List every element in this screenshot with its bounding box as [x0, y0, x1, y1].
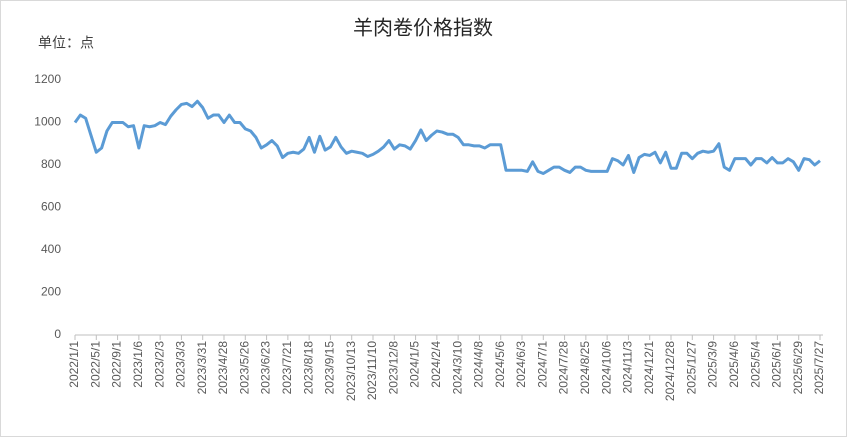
x-tick-label: 2023/1/6 [131, 341, 145, 388]
x-tick-label: 2023/10/13 [344, 341, 358, 401]
x-tick-label: 2023/3/31 [195, 341, 209, 395]
x-tick-label: 2023/9/15 [323, 341, 337, 395]
x-tick-label: 2022/1/1 [67, 341, 81, 388]
line-series [73, 99, 821, 175]
y-tick-label: 0 [54, 327, 61, 341]
y-tick-label: 1200 [34, 72, 61, 86]
x-tick-label: 2025/7/27 [812, 341, 826, 395]
x-tick-label: 2023/8/18 [301, 341, 315, 395]
x-tick-label: 2024/11/3 [621, 341, 635, 394]
x-tick-label: 2024/3/10 [450, 341, 464, 395]
x-tick-label: 2024/1/5 [408, 341, 422, 388]
x-tick-label: 2024/2/4 [429, 341, 443, 388]
x-tick-label: 2024/7/1 [535, 341, 549, 388]
x-tick-label: 2024/12/28 [663, 341, 677, 401]
x-tick-label: 2025/5/4 [748, 341, 762, 388]
y-tick-label: 600 [41, 200, 61, 214]
x-tick-label: 2025/1/27 [684, 341, 698, 395]
x-tick-label: 2025/6/29 [791, 341, 805, 395]
x-tick-label: 2025/3/9 [706, 341, 720, 388]
x-tick-label: 2024/8/25 [578, 341, 592, 395]
x-tick-label: 2023/6/23 [259, 341, 273, 395]
y-tick-label: 200 [41, 285, 61, 299]
x-tick-label: 2023/3/3 [174, 341, 188, 388]
x-tick-label: 2023/2/3 [152, 341, 166, 388]
x-tick-label: 2025/6/1 [770, 341, 784, 388]
y-tick-label: 400 [41, 242, 61, 256]
x-tick-label: 2024/10/6 [599, 341, 613, 395]
x-tick-label: 2022/5/1 [88, 341, 102, 388]
x-tick-label: 2024/4/8 [472, 341, 486, 388]
x-tick-label: 2023/4/28 [216, 341, 230, 395]
x-tick-label: 2024/12/1 [642, 341, 656, 395]
y-tick-label: 800 [41, 157, 61, 171]
x-tick-label: 2023/11/10 [365, 341, 379, 400]
x-tick-label: 2024/6/3 [514, 341, 528, 388]
y-unit-label: 单位：点 [38, 35, 94, 51]
x-tick-label: 2023/7/21 [280, 341, 294, 395]
y-tick-label: 1000 [34, 115, 61, 129]
x-tick-label: 2024/7/28 [557, 341, 571, 395]
chart-title: 羊肉卷价格指数 [353, 17, 493, 40]
x-tick-label: 2022/9/1 [110, 341, 124, 388]
x-tick-label: 2023/12/8 [386, 341, 400, 395]
x-tick-label: 2023/5/26 [237, 341, 251, 395]
x-tick-label: 2025/4/6 [727, 341, 741, 388]
x-tick-label: 2024/5/6 [493, 341, 507, 388]
